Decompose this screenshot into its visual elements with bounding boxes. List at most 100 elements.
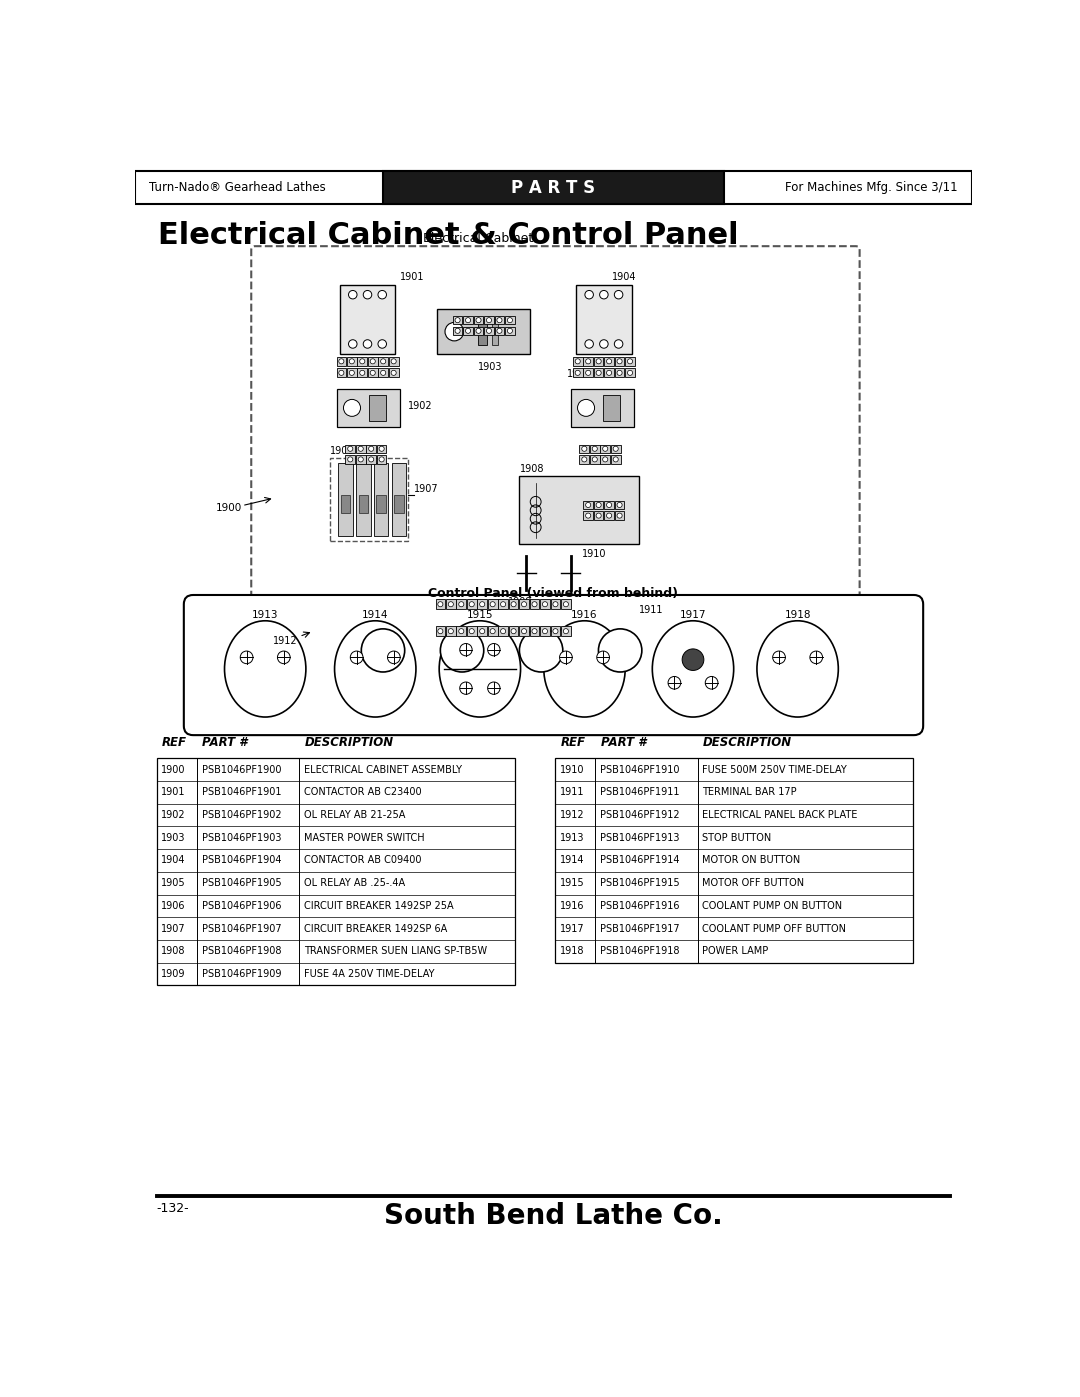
Bar: [594, 500, 604, 510]
Text: 1909: 1909: [161, 970, 186, 979]
Circle shape: [349, 291, 357, 299]
Text: PSB1046PF1911: PSB1046PF1911: [600, 788, 679, 798]
Circle shape: [350, 651, 363, 664]
Bar: [474, 316, 484, 324]
Bar: [509, 626, 518, 636]
Text: CIRCUIT BREAKER 1492SP 25A: CIRCUIT BREAKER 1492SP 25A: [303, 901, 454, 911]
Text: PART #: PART #: [600, 736, 646, 749]
Circle shape: [359, 457, 363, 462]
Circle shape: [564, 602, 568, 606]
Bar: [357, 356, 367, 366]
Bar: [551, 626, 561, 636]
Circle shape: [508, 317, 513, 323]
Bar: [611, 455, 621, 464]
Circle shape: [465, 328, 471, 334]
Bar: [356, 444, 365, 453]
Bar: [605, 500, 613, 510]
Bar: [341, 495, 350, 513]
Circle shape: [585, 503, 591, 507]
Circle shape: [278, 651, 291, 664]
Circle shape: [627, 370, 633, 376]
Circle shape: [617, 370, 622, 376]
Text: PSB1046PF1917: PSB1046PF1917: [600, 923, 679, 933]
Text: 1917: 1917: [679, 609, 706, 620]
Circle shape: [380, 370, 386, 376]
Circle shape: [596, 513, 602, 518]
Bar: [611, 444, 621, 453]
Text: PSB1046PF1910: PSB1046PF1910: [600, 764, 679, 774]
Text: 1901: 1901: [400, 272, 424, 282]
Circle shape: [511, 602, 516, 606]
Text: 1918: 1918: [559, 946, 584, 957]
Bar: [135, 172, 972, 204]
Bar: [457, 626, 467, 636]
Circle shape: [599, 339, 608, 348]
Circle shape: [488, 644, 500, 655]
Text: 1902: 1902: [408, 401, 432, 411]
Circle shape: [359, 446, 363, 451]
Bar: [498, 626, 508, 636]
Circle shape: [532, 629, 537, 634]
Bar: [590, 455, 599, 464]
Text: 1900: 1900: [161, 764, 186, 774]
Bar: [488, 599, 498, 609]
Ellipse shape: [652, 620, 733, 717]
Circle shape: [380, 359, 386, 363]
Bar: [580, 444, 590, 453]
Text: CIRCUIT BREAKER 1492SP 6A: CIRCUIT BREAKER 1492SP 6A: [303, 923, 447, 933]
Circle shape: [490, 602, 496, 606]
Text: 1916: 1916: [559, 901, 584, 911]
Circle shape: [592, 457, 597, 462]
Bar: [356, 464, 370, 535]
Circle shape: [615, 339, 623, 348]
Circle shape: [599, 291, 608, 299]
Bar: [570, 388, 634, 427]
Bar: [378, 356, 388, 366]
Text: 1914: 1914: [559, 855, 584, 866]
Text: 1907: 1907: [161, 923, 186, 933]
Circle shape: [455, 317, 460, 323]
Text: -132-: -132-: [157, 1201, 189, 1215]
FancyBboxPatch shape: [184, 595, 923, 735]
Bar: [561, 599, 570, 609]
Bar: [583, 511, 593, 520]
Bar: [457, 599, 467, 609]
Circle shape: [339, 370, 343, 376]
Circle shape: [592, 446, 597, 451]
Bar: [378, 369, 388, 377]
Bar: [357, 369, 367, 377]
Bar: [368, 356, 378, 366]
Circle shape: [585, 370, 591, 376]
Text: 1909: 1909: [508, 597, 532, 606]
Circle shape: [368, 457, 374, 462]
Circle shape: [559, 651, 572, 664]
Bar: [484, 327, 494, 335]
Bar: [576, 285, 632, 353]
Bar: [346, 444, 355, 453]
Text: PSB1046PF1901: PSB1046PF1901: [202, 788, 281, 798]
Circle shape: [613, 446, 618, 451]
Bar: [561, 626, 570, 636]
Circle shape: [343, 400, 361, 416]
Bar: [529, 599, 539, 609]
Text: COOLANT PUMP ON BUTTON: COOLANT PUMP ON BUTTON: [702, 901, 842, 911]
Circle shape: [617, 359, 622, 363]
Text: Electrical Cabinet: Electrical Cabinet: [423, 232, 534, 246]
Ellipse shape: [757, 620, 838, 717]
Circle shape: [598, 629, 642, 672]
Circle shape: [469, 629, 474, 634]
Bar: [446, 626, 456, 636]
Text: 1902: 1902: [161, 810, 186, 820]
Bar: [605, 369, 613, 377]
Bar: [338, 464, 353, 535]
Text: For Machines Mfg. Since 3/11: For Machines Mfg. Since 3/11: [785, 182, 958, 194]
Text: PSB1046PF1904: PSB1046PF1904: [202, 855, 281, 866]
Circle shape: [613, 457, 618, 462]
Bar: [519, 626, 529, 636]
Bar: [505, 327, 515, 335]
Text: PSB1046PF1915: PSB1046PF1915: [600, 879, 679, 888]
Text: PSB1046PF1908: PSB1046PF1908: [202, 946, 281, 957]
Circle shape: [772, 651, 785, 664]
Text: TERMINAL BAR 17P: TERMINAL BAR 17P: [702, 788, 797, 798]
FancyBboxPatch shape: [252, 246, 860, 669]
